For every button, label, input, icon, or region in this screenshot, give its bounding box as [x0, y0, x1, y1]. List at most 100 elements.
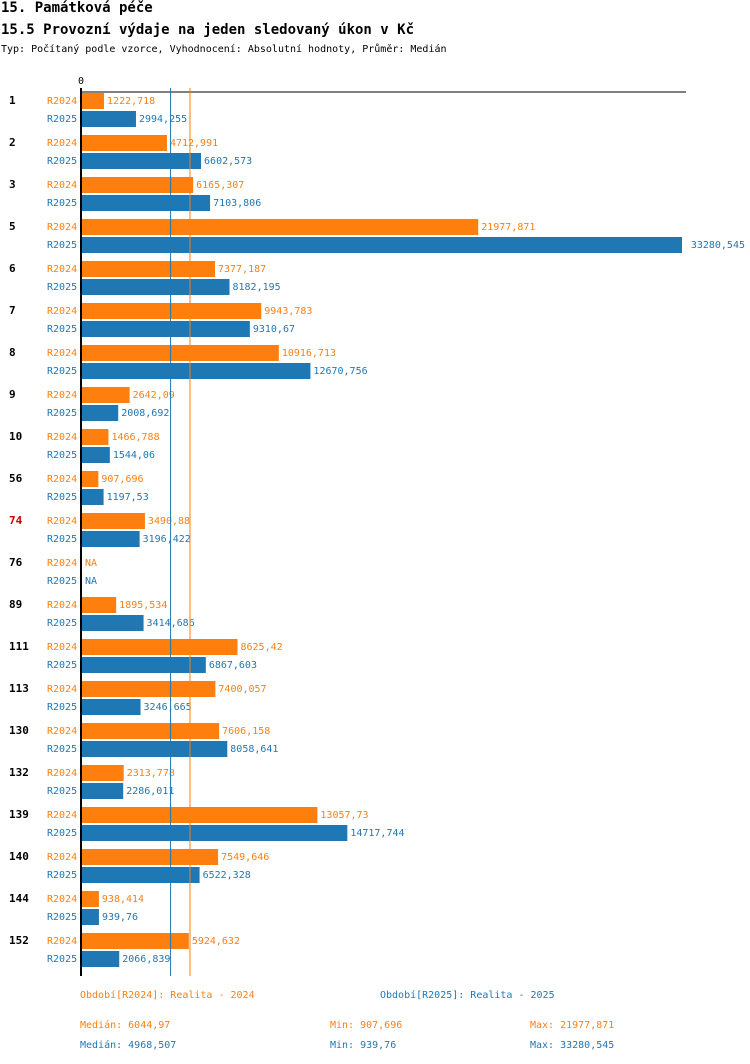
- bar-r2025: [82, 405, 119, 421]
- category-label: 7: [9, 304, 16, 317]
- legend-r2024-period: Období[R2024]: Realita - 2024: [80, 990, 255, 1001]
- category-label: 9: [9, 388, 16, 401]
- series-label-r2025: R2025: [47, 240, 77, 251]
- series-label-r2025: R2025: [47, 912, 77, 923]
- bar-r2025: [82, 321, 250, 337]
- section-title: 15. Památková péče: [1, 0, 153, 16]
- bar-r2025: [82, 909, 99, 925]
- category-label: 130: [9, 724, 29, 737]
- series-label-r2024: R2024: [47, 726, 77, 737]
- value-label-r2025: 12670,756: [313, 366, 367, 377]
- category-label: 76: [9, 556, 23, 569]
- series-label-r2025: R2025: [47, 828, 77, 839]
- bar-r2024: [82, 261, 215, 277]
- bar-r2024: [82, 849, 219, 865]
- bar-r2024: [82, 387, 130, 403]
- bar-r2024: [82, 597, 117, 613]
- value-label-r2024: 7549,646: [221, 852, 269, 863]
- bar-r2024: [82, 345, 279, 361]
- bar-r2025: [82, 489, 104, 505]
- series-label-r2025: R2025: [47, 198, 77, 209]
- series-label-r2025: R2025: [47, 450, 77, 461]
- value-label-r2024: NA: [85, 558, 97, 569]
- category-label: 89: [9, 598, 22, 611]
- bar-r2025: [82, 447, 110, 463]
- value-label-r2024: 2642,09: [133, 390, 175, 401]
- bar-r2025: [82, 153, 202, 169]
- value-label-r2025: 3246,665: [144, 702, 192, 713]
- series-label-r2024: R2024: [47, 138, 77, 149]
- category-label: 113: [9, 682, 29, 695]
- legend-r2025-period: Období[R2025]: Realita - 2025: [380, 990, 555, 1001]
- series-label-r2024: R2024: [47, 96, 77, 107]
- bar-r2025: [82, 741, 228, 757]
- bar-r2024: [82, 219, 479, 235]
- value-label-r2024: 7400,057: [218, 684, 266, 695]
- bar-r2024: [82, 765, 124, 781]
- series-label-r2025: R2025: [47, 492, 77, 503]
- bar-r2025: [82, 237, 682, 253]
- series-label-r2025: R2025: [47, 156, 77, 167]
- series-label-r2025: R2025: [47, 324, 77, 335]
- value-label-r2025: NA: [85, 576, 97, 587]
- series-label-r2024: R2024: [47, 558, 77, 569]
- value-label-r2025: 2008,692: [121, 408, 169, 419]
- value-label-r2025: 1544,06: [113, 450, 155, 461]
- bar-r2024: [82, 93, 105, 109]
- series-label-r2025: R2025: [47, 660, 77, 671]
- series-label-r2024: R2024: [47, 264, 77, 275]
- value-label-r2025: 8182,195: [233, 282, 281, 293]
- bar-r2025: [82, 111, 136, 127]
- bar-r2025: [82, 615, 144, 631]
- value-label-r2024: 8625,42: [241, 642, 283, 653]
- value-label-r2024: 5924,632: [192, 936, 240, 947]
- value-label-r2024: 907,696: [101, 474, 143, 485]
- bar-r2025: [82, 531, 140, 547]
- value-label-r2024: 9943,783: [264, 306, 312, 317]
- value-label-r2025: 6522,328: [203, 870, 251, 881]
- value-label-r2025: 2286,011: [126, 786, 174, 797]
- bar-r2025: [82, 363, 311, 379]
- bar-r2025: [82, 867, 200, 883]
- value-label-r2024: 2313,778: [127, 768, 175, 779]
- bar-r2024: [82, 639, 238, 655]
- bar-r2025: [82, 279, 230, 295]
- bar-r2024: [82, 723, 220, 739]
- value-label-r2025: 8058,641: [230, 744, 278, 755]
- category-label: 8: [9, 346, 16, 359]
- legend-r2025-min: Min: 939,76: [330, 1040, 397, 1051]
- value-label-r2024: 4712,991: [170, 138, 218, 149]
- bar-r2025: [82, 951, 120, 967]
- bar-r2025: [82, 825, 348, 841]
- value-label-r2024: 1222,718: [107, 96, 155, 107]
- category-label: 139: [9, 808, 29, 821]
- category-label: 132: [9, 766, 29, 779]
- category-label: 1: [9, 94, 16, 107]
- bar-r2025: [82, 783, 124, 799]
- category-label: 56: [9, 472, 23, 485]
- value-label-r2024: 7606,158: [222, 726, 270, 737]
- bar-r2024: [82, 135, 167, 151]
- value-label-r2024: 1466,788: [111, 432, 159, 443]
- series-label-r2025: R2025: [47, 786, 77, 797]
- series-label-r2025: R2025: [47, 702, 77, 713]
- bar-r2024: [82, 429, 109, 445]
- bar-r2024: [82, 681, 216, 697]
- category-label: 74: [9, 514, 23, 527]
- value-label-r2025: 33280,545: [691, 240, 745, 251]
- series-label-r2024: R2024: [47, 852, 77, 863]
- series-label-r2025: R2025: [47, 576, 77, 587]
- category-label: 2: [9, 136, 16, 149]
- bar-r2024: [82, 303, 262, 319]
- value-label-r2025: 6602,573: [204, 156, 252, 167]
- series-label-r2024: R2024: [47, 642, 77, 653]
- value-label-r2025: 7103,806: [213, 198, 261, 209]
- legend-r2024-median: Medián: 6044,97: [80, 1020, 171, 1031]
- category-label: 111: [9, 640, 29, 653]
- bar-r2024: [82, 177, 194, 193]
- series-label-r2024: R2024: [47, 600, 77, 611]
- value-label-r2024: 1895,534: [119, 600, 167, 611]
- bar-r2025: [82, 699, 141, 715]
- series-label-r2025: R2025: [47, 408, 77, 419]
- value-label-r2024: 3490,88: [148, 516, 190, 527]
